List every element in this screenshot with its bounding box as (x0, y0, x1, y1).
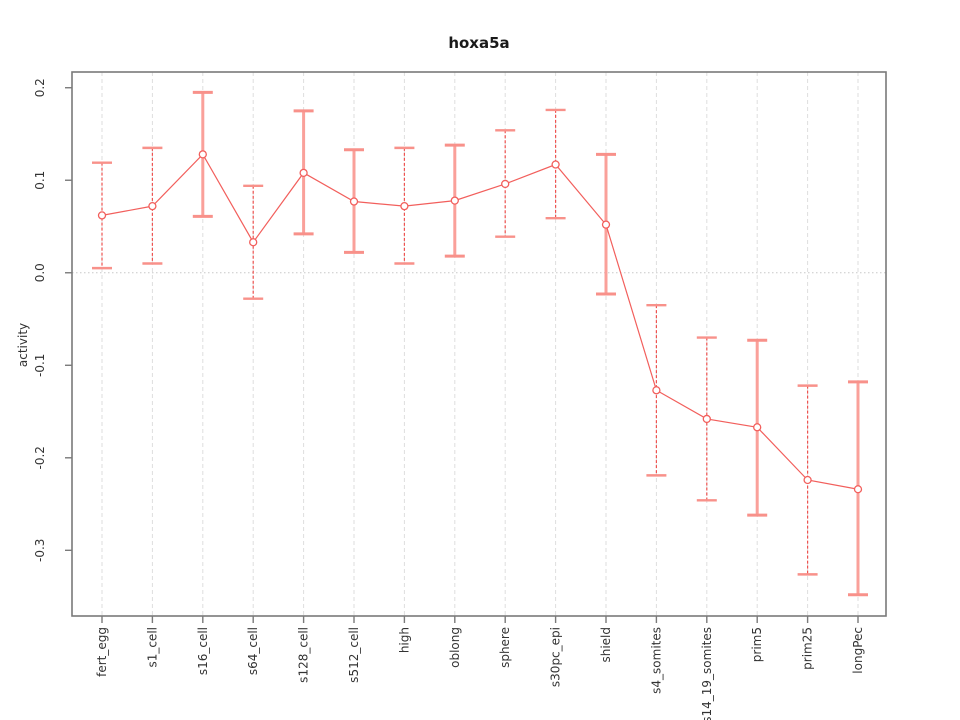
data-point-marker (702, 414, 711, 424)
data-point-marker (400, 201, 409, 211)
data-point-marker (450, 196, 459, 205)
x-tick-label: longPec (851, 627, 865, 674)
x-tick-label: shield (599, 627, 613, 663)
axes-layer: 0.2 0.1 0.0 -0.1 -0.2 -0.3 fert_egg s1_cell s16_… (33, 71, 887, 720)
x-tick-label: s1_cell (145, 627, 159, 668)
x-tick-label: fert_egg (95, 627, 109, 677)
x-tick-label: s30pc_epi (549, 627, 563, 687)
chart-title: hoxa5a (448, 34, 509, 52)
data-point-marker (349, 197, 359, 206)
x-tick-label: prim25 (801, 627, 815, 670)
series-line-layer (101, 153, 859, 490)
x-tick-label: s64_cell (246, 627, 260, 675)
series-line (101, 153, 859, 490)
y-tick-label: -0.3 (33, 539, 47, 562)
data-point-marker (803, 475, 812, 485)
x-tick-label: oblong (448, 627, 462, 668)
data-point-marker (601, 220, 611, 229)
y-tick-label: 0.1 (33, 171, 47, 190)
data-point-marker (198, 150, 207, 159)
x-tick-label: s14_19_somites (700, 627, 714, 720)
y-tick-label: 0.0 (33, 263, 47, 282)
x-tick-label: s128_cell (297, 627, 311, 683)
y-tick-label: 0.2 (33, 78, 47, 97)
data-point-marker (148, 201, 157, 211)
data-point-marker (652, 386, 661, 395)
marker-layer (97, 150, 863, 494)
data-point-marker (299, 168, 308, 177)
grid-layer (72, 72, 886, 616)
y-axis-label: activity (16, 323, 30, 367)
x-tick-label: sphere (498, 627, 512, 668)
error-bar-layer (92, 90, 868, 597)
x-tick-label: prim5 (750, 627, 764, 662)
y-tick-label: -0.2 (33, 446, 47, 469)
data-point-marker (501, 179, 510, 189)
plot-box (71, 71, 887, 617)
data-point-marker (853, 485, 863, 494)
data-point-marker (551, 160, 560, 169)
data-point-marker (753, 423, 762, 432)
x-tick-label: s16_cell (196, 627, 210, 675)
data-point-marker (249, 238, 258, 247)
x-tick-label: high (397, 627, 411, 653)
data-point-marker (97, 211, 107, 220)
x-tick-label: s512_cell (347, 627, 361, 683)
y-tick-label: -0.1 (33, 354, 47, 377)
x-tick-label: s4_somites (649, 627, 663, 694)
